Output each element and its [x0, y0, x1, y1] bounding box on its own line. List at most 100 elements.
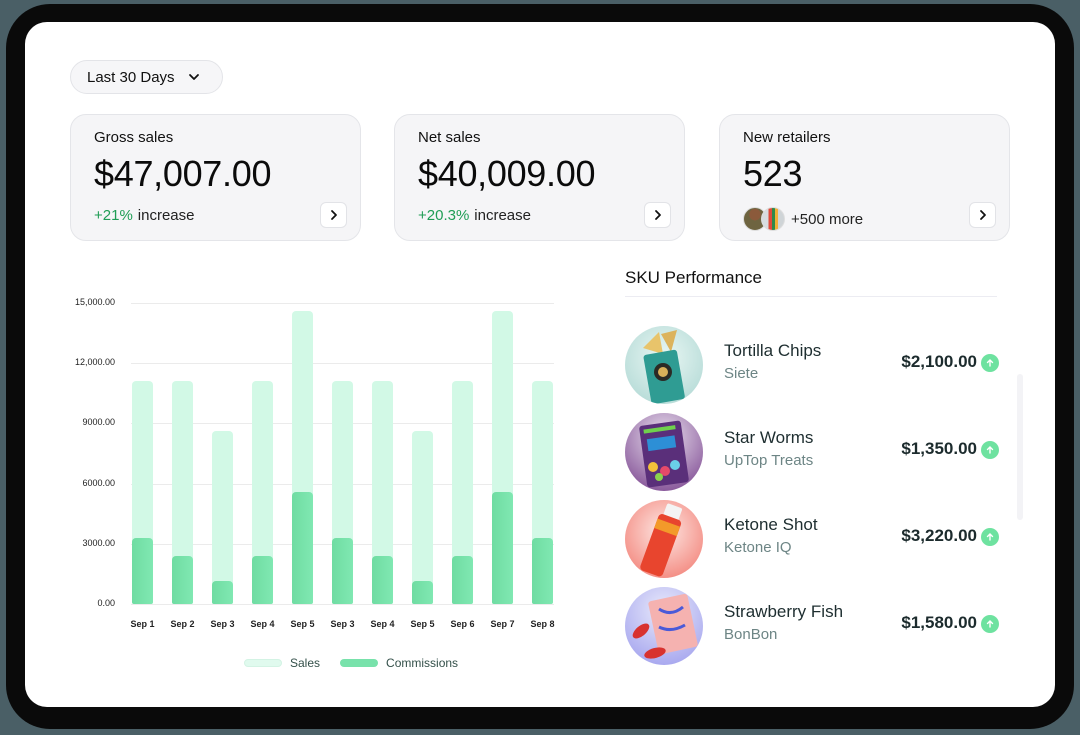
gridline [131, 303, 554, 304]
y-axis-tick: 3000.00 [82, 537, 115, 548]
sales-bar[interactable] [252, 381, 273, 604]
y-axis-tick: 12,000.00 [74, 357, 115, 368]
kpi-gross-sales: Gross sales $47,007.00 +21% increase [70, 114, 361, 241]
y-axis-tick: 15,000.00 [74, 297, 115, 307]
kpi-value: $47,007.00 [94, 153, 272, 194]
commissions-bar[interactable] [252, 555, 273, 604]
commissions-bar[interactable] [132, 537, 153, 604]
commissions-bar[interactable] [412, 580, 433, 604]
sku-brand: Siete [724, 365, 759, 382]
sales-bar[interactable] [372, 381, 393, 604]
legend-item-sales[interactable]: Sales [244, 656, 320, 670]
chevron-right-icon [654, 210, 661, 220]
commissions-bar[interactable] [212, 580, 233, 604]
x-axis-tick: Sep 4 [250, 619, 275, 629]
retailer-avatars [743, 207, 785, 231]
y-axis-tick: 0.00 [97, 598, 115, 608]
date-range-dropdown[interactable]: Last 30 Days [70, 60, 223, 94]
trend-up-icon [981, 441, 999, 459]
sku-performance-title: SKU Performance [625, 268, 762, 287]
x-axis-tick: Sep 5 [410, 619, 435, 629]
sku-list-item[interactable]: Star Worms UpTop Treats $1,350.00 [625, 413, 1005, 491]
sku-amount: $3,220.00 [901, 526, 977, 545]
x-axis-tick: Sep 6 [450, 619, 475, 629]
x-axis-tick: Sep 2 [170, 619, 195, 629]
sku-list-item[interactable]: Strawberry Fish BonBon $1,580.00 [625, 587, 1005, 665]
sales-bar[interactable] [412, 431, 433, 604]
kpi-change: +21% increase [94, 207, 195, 224]
divider [625, 296, 997, 297]
x-axis-tick: Sep 3 [210, 619, 235, 629]
kpi-new-retailers: New retailers 523 +500 more [719, 114, 1010, 241]
chart-legend: Sales Commissions [244, 656, 478, 670]
date-range-label: Last 30 Days [87, 68, 175, 86]
sales-swatch [244, 659, 282, 667]
product-image-ketone-shot [625, 500, 703, 578]
kpi-value: $40,009.00 [418, 153, 596, 194]
sku-list-scrollbar[interactable] [1017, 374, 1023, 520]
kpi-label: Gross sales [94, 129, 174, 146]
more-retailers-text: +500 more [791, 210, 864, 228]
x-axis-tick: Sep 5 [290, 619, 315, 629]
gridline [131, 604, 554, 605]
x-axis-tick: Sep 8 [530, 619, 555, 629]
product-image-strawberry-fish [625, 587, 703, 665]
sku-brand: UpTop Treats [724, 452, 814, 469]
y-axis-tick: 9000.00 [82, 417, 115, 428]
new-retailers-details-button[interactable] [969, 202, 996, 228]
product-image-tortilla-chips [625, 326, 703, 404]
commissions-bar[interactable] [452, 555, 473, 604]
kpi-change: +20.3% increase [418, 207, 531, 224]
sku-amount: $2,100.00 [901, 352, 977, 371]
x-axis-tick: Sep 1 [130, 619, 155, 629]
sku-name: Star Worms [724, 428, 814, 447]
chevron-right-icon [330, 210, 337, 220]
kpi-change-text: increase [474, 207, 531, 224]
dashboard-card: Last 30 Days Gross sales $47,007.00 +21%… [25, 22, 1055, 707]
gross-sales-details-button[interactable] [320, 202, 347, 228]
sku-amount: $1,350.00 [901, 439, 977, 458]
legend-label: Sales [290, 656, 321, 670]
trend-up-icon [981, 615, 999, 633]
commissions-bar[interactable] [492, 491, 513, 604]
kpi-net-sales: Net sales $40,009.00 +20.3% increase [394, 114, 685, 241]
x-axis-tick: Sep 3 [330, 619, 355, 629]
sku-brand: BonBon [724, 626, 778, 643]
sales-bar[interactable] [212, 431, 233, 604]
chevron-right-icon [979, 210, 986, 220]
commissions-bar[interactable] [332, 537, 353, 604]
sales-bar[interactable] [172, 381, 193, 604]
sku-list-item[interactable]: Ketone Shot Ketone IQ $3,220.00 [625, 500, 1005, 578]
trend-up-icon [981, 354, 999, 372]
legend-item-commissions[interactable]: Commissions [340, 656, 458, 670]
sku-name: Strawberry Fish [724, 602, 844, 621]
sku-amount: $1,580.00 [901, 613, 977, 632]
sku-name: Ketone Shot [724, 515, 818, 534]
commissions-bar[interactable] [172, 555, 193, 604]
kpi-label: New retailers [743, 129, 831, 146]
kpi-change-pct: +21% [94, 207, 133, 224]
product-image-star-worms [625, 413, 703, 491]
retailer-avatar [761, 207, 785, 231]
commissions-bar[interactable] [372, 555, 393, 604]
y-axis-tick: 6000.00 [82, 477, 115, 488]
sku-brand: Ketone IQ [724, 539, 792, 556]
gridline [131, 363, 554, 365]
commissions-bar[interactable] [292, 491, 313, 604]
sku-list-item[interactable]: Tortilla Chips Siete $2,100.00 [625, 326, 1005, 404]
kpi-label: Net sales [418, 129, 481, 146]
kpi-value: 523 [743, 153, 803, 194]
chevron-down-icon [188, 74, 199, 80]
sales-bar[interactable] [452, 381, 473, 604]
sku-name: Tortilla Chips [724, 341, 822, 360]
net-sales-details-button[interactable] [644, 202, 671, 228]
legend-label: Commissions [386, 656, 459, 670]
kpi-change-text: increase [137, 207, 195, 224]
x-axis-tick: Sep 4 [370, 619, 395, 629]
commissions-bar[interactable] [532, 537, 553, 604]
trend-up-icon [981, 528, 999, 546]
retailer-preview: +500 more [743, 207, 863, 231]
commissions-swatch [340, 659, 379, 667]
x-axis-tick: Sep 7 [490, 619, 515, 629]
kpi-change-pct: +20.3% [418, 207, 470, 224]
